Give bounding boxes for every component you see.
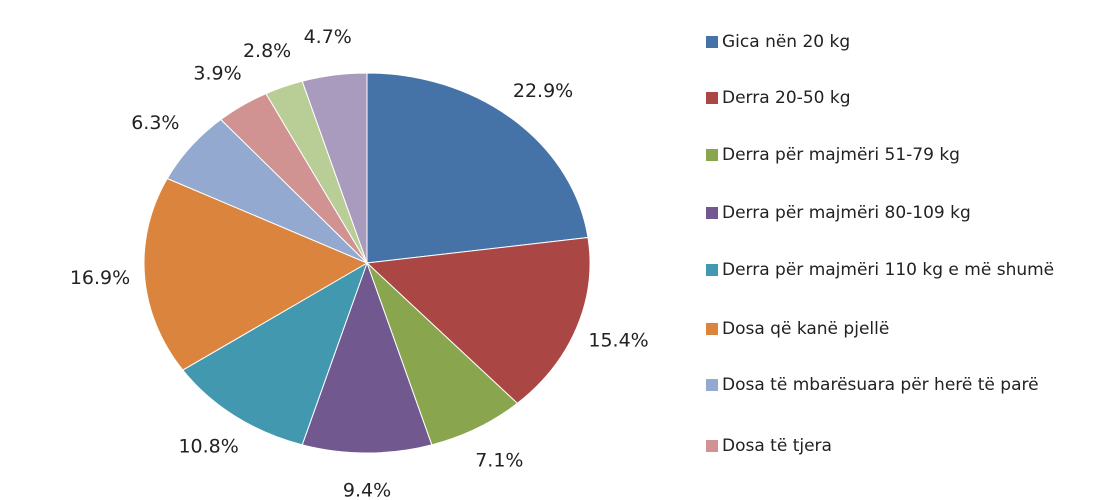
- data-label: 15.4%: [588, 329, 648, 351]
- data-label: 7.1%: [475, 450, 523, 472]
- legend-swatch: [706, 36, 718, 48]
- legend-item: Dosa që kanë pjellë: [706, 315, 1098, 343]
- legend-label: Dosa që kanë pjellë: [722, 319, 890, 339]
- legend-item: Derra për majmëri 51-79 kg: [706, 141, 1098, 169]
- legend-swatch: [706, 207, 718, 219]
- legend-item: Gica nën 20 kg: [706, 28, 1098, 56]
- legend-item: Dosa të tjera: [706, 432, 1098, 460]
- legend-label: Dosa të mbarësuara për herë të parë: [722, 375, 1039, 395]
- pie-slice: [366, 72, 589, 264]
- data-label: 3.9%: [193, 62, 241, 84]
- legend-swatch: [706, 440, 718, 452]
- pie-slice: [301, 72, 368, 264]
- legend-label: Derra për majmëri 80-109 kg: [722, 203, 971, 223]
- legend-label: Gica nën 20 kg: [722, 32, 851, 52]
- data-label: 16.9%: [70, 267, 130, 289]
- legend-swatch: [706, 264, 718, 276]
- legend-item: Derra për majmëri 110 kg e më shumë: [706, 256, 1098, 284]
- data-label: 9.4%: [343, 480, 391, 500]
- legend-swatch: [706, 323, 718, 335]
- legend-label: Derra për majmëri 110 kg e më shumë: [722, 260, 1055, 280]
- legend-label: Dosa të tjera: [722, 436, 832, 456]
- data-label: 22.9%: [513, 80, 573, 102]
- data-label: 2.8%: [243, 40, 291, 62]
- legend-item: Dosa të mbarësuara për herë të parë: [706, 371, 1098, 399]
- legend-swatch: [706, 379, 718, 391]
- legend-swatch: [706, 92, 718, 104]
- data-label: 10.8%: [178, 435, 238, 457]
- pie-slice: [182, 261, 368, 446]
- legend-label: Derra 20-50 kg: [722, 88, 851, 108]
- pie-slice: [365, 236, 591, 404]
- data-label: 4.7%: [304, 26, 352, 48]
- legend-swatch: [706, 149, 718, 161]
- data-label: 6.3%: [131, 112, 179, 134]
- legend-item: Derra për majmëri 80-109 kg: [706, 199, 1098, 227]
- legend-item: Derra 20-50 kg: [706, 84, 1098, 112]
- legend-label: Derra për majmëri 51-79 kg: [722, 145, 960, 165]
- pie-slice: [143, 177, 369, 371]
- pie-slice: [301, 261, 433, 454]
